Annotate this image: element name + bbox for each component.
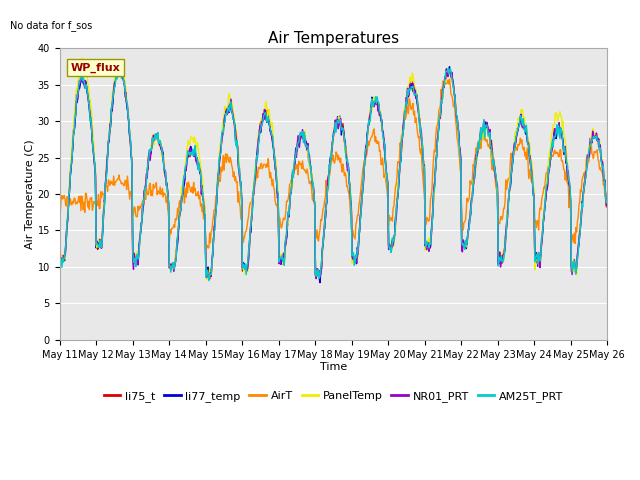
Text: WP_flux: WP_flux (70, 63, 120, 73)
Title: Air Temperatures: Air Temperatures (268, 31, 399, 46)
Legend: li75_t, li77_temp, AirT, PanelTemp, NR01_PRT, AM25T_PRT: li75_t, li77_temp, AirT, PanelTemp, NR01… (99, 386, 568, 406)
X-axis label: Time: Time (320, 362, 347, 372)
Text: No data for f_sos: No data for f_sos (10, 20, 93, 31)
Y-axis label: Air Temperature (C): Air Temperature (C) (24, 139, 35, 249)
